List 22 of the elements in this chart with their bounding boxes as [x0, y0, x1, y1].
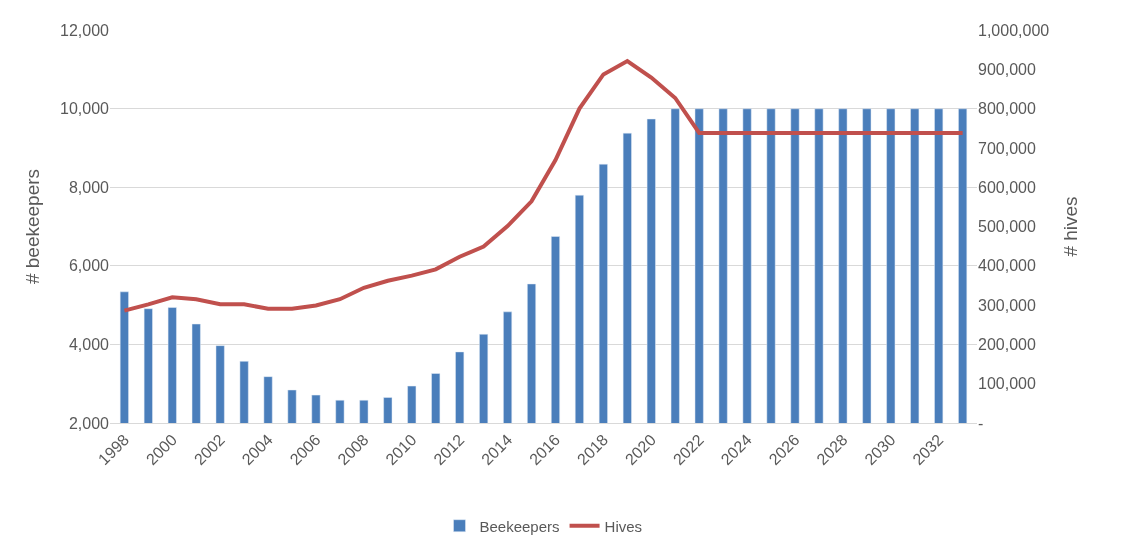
- y2-tick-label: 100,000: [978, 375, 1036, 393]
- y2-axis-title: # hives: [1060, 196, 1082, 257]
- y2-tick-label: 600,000: [978, 178, 1036, 196]
- y-tick-label: 12,000: [60, 21, 110, 39]
- y2-tick-label: -: [978, 414, 984, 432]
- y-tick-label: 2,000: [68, 414, 110, 432]
- y-tick-label: 6,000: [68, 257, 110, 275]
- y-axis-title: # beekeepers: [21, 168, 43, 285]
- y-tick-label: 10,000: [60, 100, 110, 118]
- y2-tick-label: 800,000: [978, 100, 1036, 118]
- legend-label: Beekeepers: [479, 517, 560, 535]
- line-series: [122, 59, 965, 313]
- y2-tick-label: 700,000: [978, 139, 1036, 157]
- y2-tick-label: 400,000: [978, 257, 1036, 275]
- y-tick-label: 8,000: [68, 178, 110, 196]
- legend-label: Hives: [604, 517, 643, 535]
- y2-tick-label: 300,000: [978, 296, 1036, 314]
- y-tick-label: 4,000: [68, 336, 110, 354]
- y2-tick-label: 500,000: [978, 218, 1036, 236]
- y2-tick-label: 900,000: [978, 60, 1036, 78]
- y2-tick-label: 1,000,000: [978, 21, 1050, 39]
- y2-tick-label: 200,000: [978, 336, 1036, 353]
